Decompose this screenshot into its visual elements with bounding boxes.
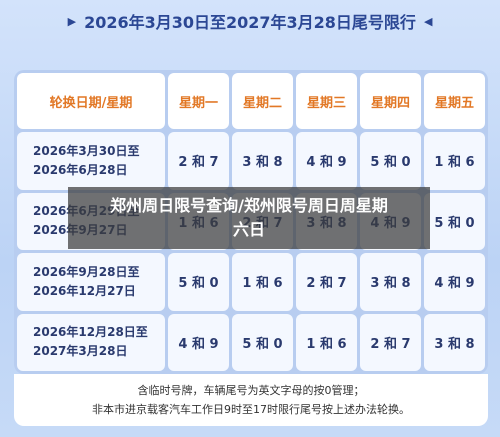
- period-cell: 2026年12月28日至 2027年3月28日: [17, 313, 165, 371]
- plate-cell: 3 和 8: [424, 313, 485, 371]
- column-header: 星期三: [296, 73, 357, 129]
- arrow-icon: ◀: [423, 14, 433, 28]
- column-header: 轮换日期/星期: [17, 73, 165, 129]
- overlay-caption: 郑州周日限号查询/郑州限号周日周星期六日: [68, 187, 430, 249]
- period-line: 2026年6月28日: [33, 162, 128, 177]
- notes: 含临时号牌，车辆尾号为英文字母的按0管理； 非本市进京载客汽车工作日9时至17时…: [14, 374, 488, 426]
- plate-cell: 1 和 6: [296, 313, 357, 371]
- period-line: 2026年12月27日: [33, 283, 136, 298]
- plate-cell: 5 和 0: [168, 253, 229, 311]
- period-cell: 2026年3月30日至 2026年6月28日: [17, 132, 165, 190]
- plate-cell: 5 和 0: [360, 132, 421, 190]
- plate-cell: 4 和 9: [168, 313, 229, 371]
- plate-cell: 1 和 6: [232, 253, 293, 311]
- plate-cell: 4 和 9: [296, 132, 357, 190]
- column-header: 星期一: [168, 73, 229, 129]
- plate-cell: 2 和 7: [360, 313, 421, 371]
- column-header: 星期五: [424, 73, 485, 129]
- plate-cell: 5 和 0: [424, 192, 485, 250]
- plate-cell: 5 和 0: [232, 313, 293, 371]
- plate-cell: 2 和 7: [296, 253, 357, 311]
- plate-cell: 1 和 6: [424, 132, 485, 190]
- column-header: 星期二: [232, 73, 293, 129]
- title: 2026年3月30日至2027年3月28日尾号限行: [84, 13, 416, 32]
- arrow-icon: ▶: [67, 14, 77, 28]
- column-header: 星期四: [360, 73, 421, 129]
- banner: ▶ 2026年3月30日至2027年3月28日尾号限行 ◀: [50, 4, 450, 38]
- note: 含临时号牌，车辆尾号为英文字母的按0管理；: [137, 384, 365, 397]
- period-line: 2027年3月28日: [33, 344, 128, 359]
- plate-cell: 3 和 8: [360, 253, 421, 311]
- plate-cell: 2 和 7: [168, 132, 229, 190]
- period-line: 2026年9月28日至: [33, 264, 140, 279]
- period-cell: 2026年9月28日至 2026年12月27日: [17, 253, 165, 311]
- plate-cell: 3 和 8: [232, 132, 293, 190]
- plate-cell: 4 和 9: [424, 253, 485, 311]
- note: 非本市进京载客汽车工作日9时至17时限行尾号按上述办法轮换。: [92, 403, 410, 416]
- period-line: 2026年12月28日至: [33, 325, 148, 340]
- caption: 郑州周日限号查询/郑州限号周日周星期六日: [110, 196, 388, 239]
- period-line: 2026年3月30日至: [33, 143, 140, 158]
